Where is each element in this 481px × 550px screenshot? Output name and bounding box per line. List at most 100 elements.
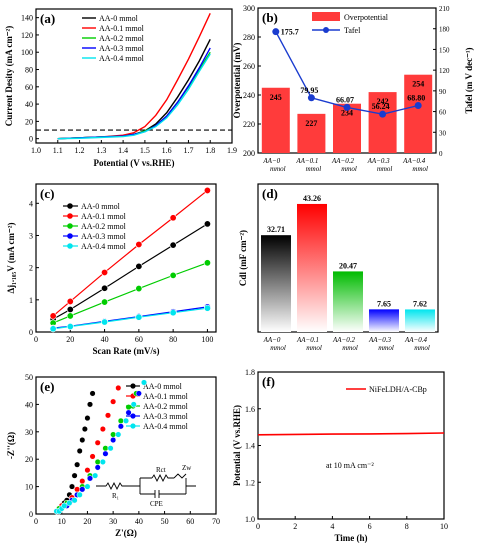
panel-e-point xyxy=(99,458,106,465)
panel-f-ytick-label: 1.4 xyxy=(245,442,255,451)
panel-e-legend-swatch-point xyxy=(130,423,136,429)
panel-c-point xyxy=(66,297,74,305)
panel-c-xtick-label: 0 xyxy=(34,335,38,344)
panel-b-bar-label: 227 xyxy=(305,119,317,128)
panel-d-category-label: AA−0.2 xyxy=(332,336,356,344)
panel-c-xlabel: Scan Rate (mV/s) xyxy=(93,346,160,356)
panel-b-ytick-right-label: 60 xyxy=(439,109,447,117)
panel-e-point xyxy=(107,445,114,452)
panel-f-xtick-label: 0 xyxy=(256,522,260,531)
panel-c-point xyxy=(101,298,109,306)
panel-e-ytick-label: 10 xyxy=(25,483,33,492)
panel-e-legend-label: AA-0.1 mmol xyxy=(143,392,189,401)
panel-d-category-label: mmol xyxy=(414,344,430,352)
panel-c-point xyxy=(203,186,211,194)
panel-e-point xyxy=(84,467,91,474)
panel-b-ytick-right-label: 30 xyxy=(439,129,447,137)
panel-d-category-label: AA−0.3 xyxy=(368,336,392,344)
panel-a-ytick-label: 100 xyxy=(21,48,33,57)
panel-b-ylabel: Overpotential (mV) xyxy=(232,43,242,119)
panel-b-ytick-label: 240 xyxy=(243,91,255,100)
panel-c-point xyxy=(203,304,211,312)
panel-b-tafel-point xyxy=(379,110,387,118)
panel-e-point xyxy=(130,401,137,408)
panel-e-point xyxy=(84,483,91,490)
panel-b-bar xyxy=(333,103,361,153)
panel-b-ytick-label: 280 xyxy=(243,33,255,42)
panel-e-xlabel: Z'(Ω) xyxy=(115,528,137,538)
panel-c-legend-swatch-point xyxy=(67,223,73,229)
panel-c-series-line xyxy=(53,307,208,330)
panel-f-xlabel: Time (h) xyxy=(334,533,367,543)
panel-c-legend-label: AA-0 mmol xyxy=(81,202,121,211)
panel-c-point xyxy=(101,268,109,276)
panel-b-tafel-point xyxy=(414,101,422,109)
panel-e-legend-swatch-point xyxy=(130,383,136,389)
panel-e-point xyxy=(86,401,94,408)
panel-a-series-line xyxy=(57,51,211,140)
panel-b-legend-label: Tafel xyxy=(344,26,361,35)
panel-b-ytick-label: 300 xyxy=(243,4,255,13)
panel-a-legend-label: AA-0 mmol xyxy=(99,14,139,23)
panel-a-legend-label: AA-0.1 mmol xyxy=(99,24,145,33)
panel-d-bar xyxy=(333,271,363,332)
panel-c-point xyxy=(49,325,57,333)
panel-a-xtick-label: 1.3 xyxy=(96,146,106,155)
panel-a-ylabel: Current Desity (mA cm⁻²) xyxy=(4,26,14,127)
panel-f-xtick-label: 8 xyxy=(405,522,409,531)
panel-e-point xyxy=(110,436,117,444)
panel-c-ytick-label: 3 xyxy=(29,231,33,240)
panel-e-point xyxy=(84,415,91,422)
panel-c-ylabel: Δj₁.₁₀₅V (mA cm⁻²) xyxy=(6,223,16,294)
panel-b-ytick-label: 260 xyxy=(243,62,255,71)
panel-e-point xyxy=(110,431,117,438)
panel-b-category-label: AA−0.4 xyxy=(402,157,426,165)
panel-b-bar xyxy=(404,74,433,153)
panel-d-bar xyxy=(405,309,435,332)
panel-e-point xyxy=(76,447,83,455)
panel-f-ytick-label: 1.0 xyxy=(245,515,255,524)
panel-a-series-line xyxy=(57,53,211,140)
panel-e-point xyxy=(66,499,73,507)
panel-e-point xyxy=(81,426,88,433)
panel-a-xtick-label: 1.9 xyxy=(227,146,237,155)
panel-e-point xyxy=(140,379,148,386)
panel-e-ylabel: -Z''(Ω) xyxy=(6,432,16,459)
panel-c-point xyxy=(66,312,74,320)
panel-a-xlabel: Potential (V vs.RHE) xyxy=(93,158,174,168)
panel-c-point xyxy=(135,285,143,293)
panel-a-legend-label: AA-0.4 mmol xyxy=(99,54,145,63)
panel-e-circuit-label: Rct xyxy=(156,466,166,474)
panel-c-label: (c) xyxy=(40,186,54,201)
panel-f-ytick-label: 1.2 xyxy=(245,478,255,487)
panel-e-point xyxy=(94,464,101,471)
panel-b-tafel-point xyxy=(343,103,351,111)
panel-e-xtick-label: 60 xyxy=(186,517,194,526)
panel-a-ytick-label: 60 xyxy=(25,83,33,92)
panel-b-ytick-label: 200 xyxy=(243,149,255,158)
panel-a-xtick-label: 1.0 xyxy=(31,146,41,155)
panel-c-point xyxy=(101,318,109,326)
panel-c-point xyxy=(169,214,177,222)
panel-e-point xyxy=(104,412,112,419)
panel-b-category-label: mmol xyxy=(306,165,322,173)
panel-e-legend-swatch-point xyxy=(130,413,136,419)
panel-f-xtick-label: 2 xyxy=(293,522,297,531)
panel-b-tafel-point xyxy=(272,28,280,36)
panel-b-bar xyxy=(368,92,397,153)
panel-b-y2label: Tafel (m V dec⁻¹) xyxy=(464,47,474,113)
panel-c-point xyxy=(66,323,74,331)
panel-d-bar-label: 7.65 xyxy=(377,299,391,308)
panel-b-ytick-label: 220 xyxy=(243,120,255,129)
panel-b-legend-label: Overpotential xyxy=(344,13,389,22)
panel-a-ytick-label: 20 xyxy=(25,117,33,126)
panel-e-ytick-label: 50 xyxy=(25,373,33,382)
panel-d-bar xyxy=(369,309,399,332)
panel-e-point xyxy=(110,398,117,405)
panel-a-legend-label: AA-0.3 mmol xyxy=(99,44,145,53)
panel-f-xtick-label: 4 xyxy=(330,522,334,531)
panel-c-series-line xyxy=(53,306,208,329)
panel-e-point xyxy=(61,502,68,509)
panel-c-point xyxy=(169,309,177,317)
panel-a-xtick-label: 1.1 xyxy=(53,146,63,155)
